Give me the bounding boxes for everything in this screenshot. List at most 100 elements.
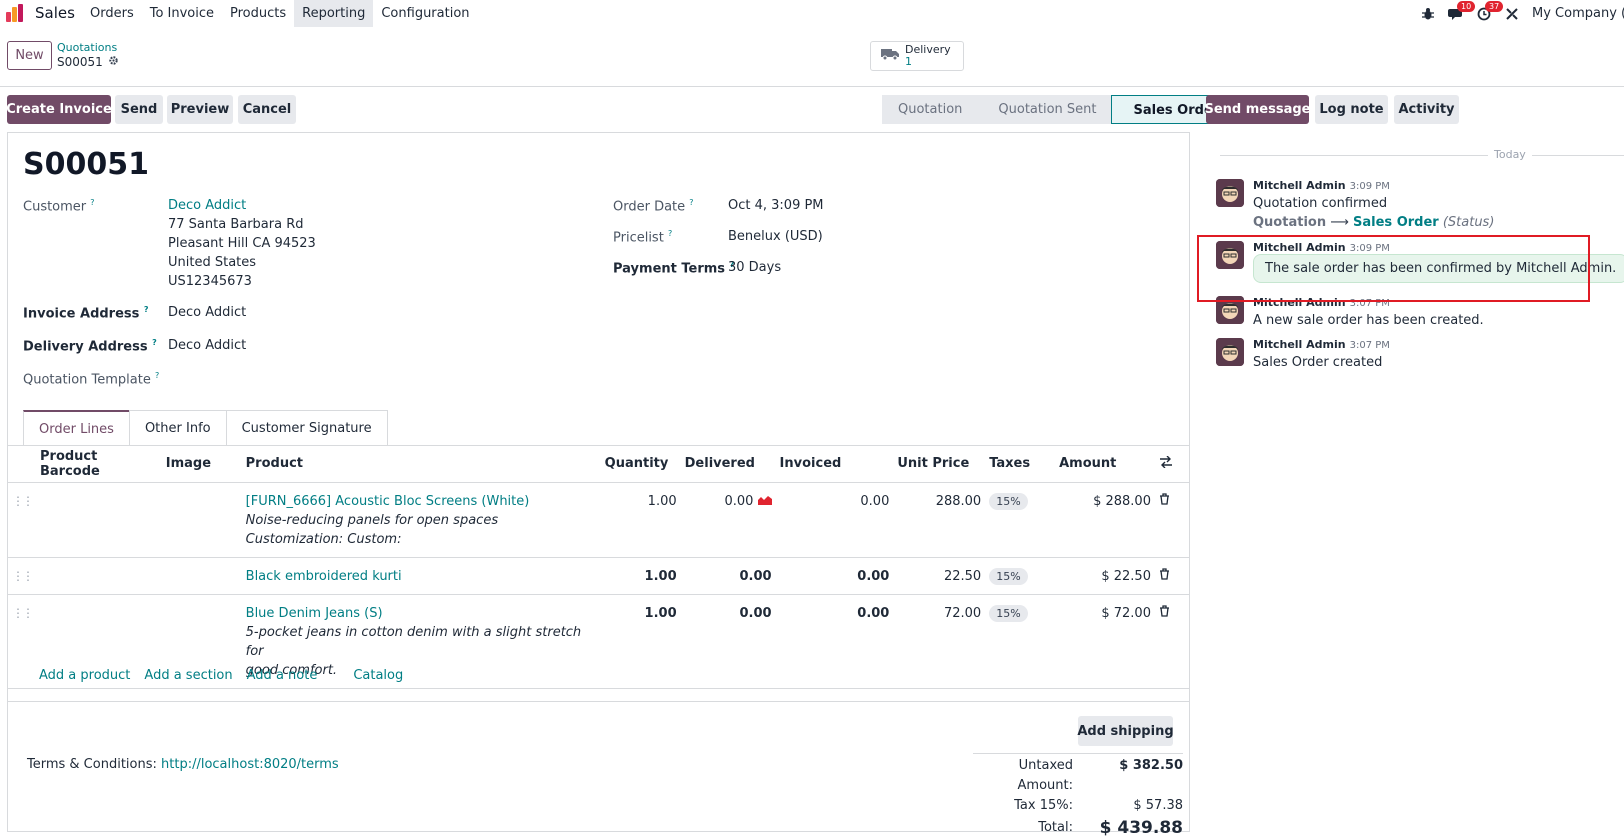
stage-quotation-sent[interactable]: Quotation Sent [976, 95, 1111, 124]
cancel-button[interactable]: Cancel [238, 95, 296, 124]
tab-other-info[interactable]: Other Info [128, 410, 227, 445]
line-invoiced: 0.00 [775, 482, 894, 558]
delivery-count: 1 [905, 55, 912, 68]
messages-icon[interactable]: 10 [1442, 0, 1476, 27]
line-invoiced: 0.00 [775, 557, 894, 595]
avatar[interactable] [1216, 338, 1244, 366]
app-brand[interactable]: Sales [35, 4, 75, 22]
customer-vat: US12345673 [168, 274, 252, 289]
menu-configuration[interactable]: Configuration [381, 6, 470, 21]
message-author: Mitchell Admin 3:07 PM [1253, 338, 1390, 351]
send-message-button[interactable]: Send message [1205, 95, 1311, 124]
avatar[interactable] [1216, 179, 1244, 207]
status-bar: Quotation Quotation Sent Sales Order [882, 95, 1235, 124]
col-invoiced[interactable]: Invoiced [775, 446, 894, 483]
table-row[interactable]: ⋮⋮ [FURN_6666] Acoustic Bloc Screens (Wh… [8, 482, 1189, 558]
tax-badge[interactable]: 15% [989, 604, 1028, 622]
pricelist-field[interactable]: Benelux (USD) [728, 229, 823, 244]
form-sheet: S00051 Customer ? Deco Addict 77 Santa B… [7, 132, 1190, 838]
forecast-chart-icon[interactable] [757, 494, 772, 509]
menu-products[interactable]: Products [230, 6, 287, 21]
tab-customer-signature[interactable]: Customer Signature [225, 410, 388, 445]
delete-line-trash-icon[interactable] [1154, 594, 1189, 689]
col-delivered[interactable]: Delivered [680, 446, 776, 483]
tab-order-lines[interactable]: Order Lines [23, 410, 130, 445]
order-date-label: Order Date ? [613, 198, 694, 215]
preview-button[interactable]: Preview [167, 95, 233, 124]
delivery-address-field[interactable]: Deco Addict [168, 338, 247, 353]
customer-label: Customer ? [23, 198, 95, 215]
company-switcher[interactable]: My Company (Sa [1532, 6, 1624, 21]
col-product[interactable]: Product [241, 446, 601, 483]
chatter-message: Mitchell Admin 3:07 PM Sales Order create… [1216, 338, 1624, 378]
totals-summary: Untaxed Amount: $ 382.50 Tax 15%: $ 57.3… [973, 753, 1183, 838]
delivery-smart-button[interactable]: Delivery 1 [870, 41, 964, 71]
line-product[interactable]: Blue Denim Jeans (S) [245, 605, 383, 621]
send-button[interactable]: Send [115, 95, 163, 124]
menu-to-invoice[interactable]: To Invoice [149, 6, 215, 21]
quotation-template-field[interactable] [168, 369, 568, 388]
col-unit-price[interactable]: Unit Price [893, 446, 986, 483]
create-invoice-button[interactable]: Create Invoice [6, 95, 112, 124]
tools-icon[interactable] [1498, 0, 1526, 27]
invoice-address-field[interactable]: Deco Addict [168, 305, 247, 320]
payment-terms-field[interactable]: 30 Days [728, 260, 782, 275]
col-quantity[interactable]: Quantity [600, 446, 681, 483]
col-taxes[interactable]: Taxes [985, 446, 1056, 483]
drag-handle-icon[interactable]: ⋮⋮ [12, 568, 34, 583]
add-note-link[interactable]: Add a note [246, 668, 318, 683]
add-shipping-button[interactable]: Add shipping [1077, 716, 1174, 746]
menu-orders[interactable]: Orders [90, 6, 134, 21]
catalog-link[interactable]: Catalog [353, 668, 404, 683]
total-row: Total: $ 439.88 [973, 818, 1183, 838]
customer-link[interactable]: Deco Addict [168, 198, 247, 213]
add-product-link[interactable]: Add a product [39, 668, 131, 683]
optional-columns-toggle-icon[interactable] [1154, 446, 1189, 483]
menu-reporting[interactable]: Reporting [294, 0, 374, 27]
col-amount[interactable]: Amount [1055, 446, 1155, 483]
activity-button[interactable]: Activity [1394, 95, 1459, 124]
untaxed-label: Untaxed Amount: [1017, 758, 1073, 793]
table-row[interactable]: ⋮⋮ Black embroidered kurti 1.00 0.00 0.0… [8, 557, 1189, 595]
order-date-field[interactable]: Oct 4, 3:09 PM [728, 198, 824, 213]
activities-clock-icon[interactable]: 37 [1470, 0, 1504, 27]
line-unit-price[interactable]: 72.00 [893, 594, 986, 689]
line-delivered: 0.00 [680, 594, 776, 689]
line-description-extra: Customization: Custom: [245, 531, 402, 547]
payment-terms-label: Payment Terms ? [613, 260, 735, 277]
tax-badge[interactable]: 15% [989, 492, 1028, 510]
avatar[interactable] [1216, 241, 1244, 269]
drag-handle-icon[interactable]: ⋮⋮ [12, 493, 34, 508]
line-amount: $ 72.00 [1055, 594, 1155, 689]
new-button[interactable]: New [7, 41, 52, 70]
delete-line-trash-icon[interactable] [1154, 482, 1189, 558]
gear-icon[interactable] [108, 55, 119, 69]
delete-line-trash-icon[interactable] [1154, 557, 1189, 595]
debug-bug-icon[interactable] [1414, 0, 1442, 27]
tracking-value: Quotation ⟶ Sales Order (Status) [1253, 215, 1495, 230]
line-unit-price[interactable]: 22.50 [893, 557, 986, 595]
col-product-barcode[interactable]: Product Barcode [36, 446, 162, 483]
line-quantity[interactable]: 1.00 [600, 594, 681, 689]
drag-handle-icon[interactable]: ⋮⋮ [12, 605, 34, 620]
log-note-button[interactable]: Log note [1315, 95, 1388, 124]
table-row[interactable]: ⋮⋮ Blue Denim Jeans (S) 5-pocket jeans i… [8, 594, 1189, 689]
line-product[interactable]: [FURN_6666] Acoustic Bloc Screens (White… [245, 493, 530, 509]
customer-address-line1: 77 Santa Barbara Rd [168, 217, 304, 232]
line-delivered: 0.00 [680, 557, 776, 595]
line-product[interactable]: Black embroidered kurti [245, 568, 402, 584]
line-quantity[interactable]: 1.00 [600, 557, 681, 595]
breadcrumb-quotations[interactable]: Quotations [57, 41, 118, 54]
tax-badge[interactable]: 15% [989, 567, 1028, 585]
add-section-link[interactable]: Add a section [144, 668, 233, 683]
sales-app-icon[interactable] [6, 4, 26, 22]
col-image[interactable]: Image [161, 446, 242, 483]
message-body: Sales Order created [1253, 355, 1383, 370]
line-description: Noise-reducing panels for open spaces [245, 512, 499, 528]
stage-quotation[interactable]: Quotation [882, 95, 977, 124]
line-unit-price[interactable]: 288.00 [893, 482, 986, 558]
pricelist-label: Pricelist ? [613, 229, 673, 246]
line-invoiced: 0.00 [775, 594, 894, 689]
terms-link[interactable]: http://localhost:8020/terms [161, 757, 339, 772]
line-quantity[interactable]: 1.00 [600, 482, 681, 558]
